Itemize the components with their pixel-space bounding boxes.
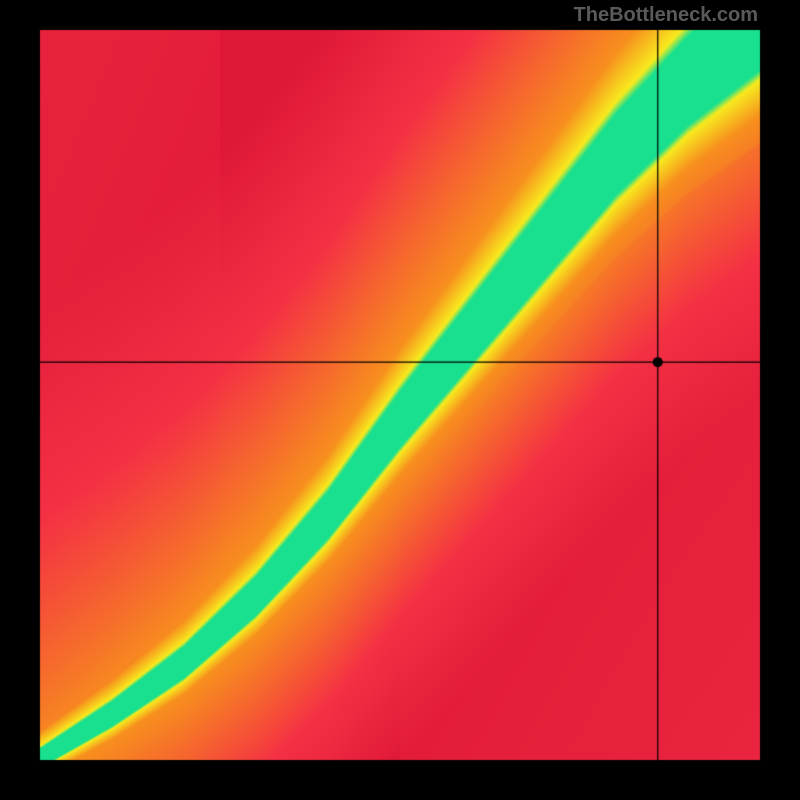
chart-container: TheBottleneck.com bbox=[0, 0, 800, 800]
heatmap-canvas bbox=[0, 0, 800, 800]
attribution-text: TheBottleneck.com bbox=[574, 4, 758, 27]
